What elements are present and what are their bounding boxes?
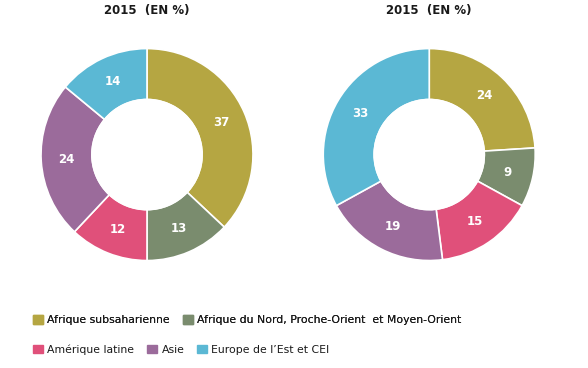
Text: 24: 24 [58,153,75,166]
Text: 13: 13 [171,222,187,235]
Wedge shape [429,49,535,151]
Wedge shape [65,49,147,120]
Wedge shape [147,192,224,261]
Text: 37: 37 [213,116,229,129]
Wedge shape [336,181,443,261]
Wedge shape [323,49,429,206]
Circle shape [374,99,485,210]
Text: 14: 14 [105,75,121,88]
Text: 9: 9 [504,166,512,178]
Title: DDC BILATÉRAL
RÉPARTITION
GÉOGRAPHIQUE
2015  (EN %): DDC BILATÉRAL RÉPARTITION GÉOGRAPHIQUE 2… [94,0,200,17]
Legend: Afrique subsaharienne, Afrique du Nord, Proche-Orient  et Moyen-Orient: Afrique subsaharienne, Afrique du Nord, … [29,311,466,329]
Wedge shape [75,195,147,261]
Title: SECO BILATÉRAL
RÉPARTITION
GÉOGRAPHIQUE
2015  (EN %): SECO BILATÉRAL RÉPARTITION GÉOGRAPHIQUE … [374,0,485,17]
Text: 12: 12 [109,223,125,236]
Wedge shape [147,49,253,227]
Text: 24: 24 [476,89,493,102]
Wedge shape [477,148,535,206]
Circle shape [92,99,202,210]
Text: 33: 33 [352,107,368,120]
Legend: Amérique latine, Asie, Europe de l’Est et CEI: Amérique latine, Asie, Europe de l’Est e… [29,340,334,359]
Wedge shape [41,87,109,232]
Text: 15: 15 [466,215,483,228]
Text: 19: 19 [385,220,401,233]
Wedge shape [436,181,522,260]
